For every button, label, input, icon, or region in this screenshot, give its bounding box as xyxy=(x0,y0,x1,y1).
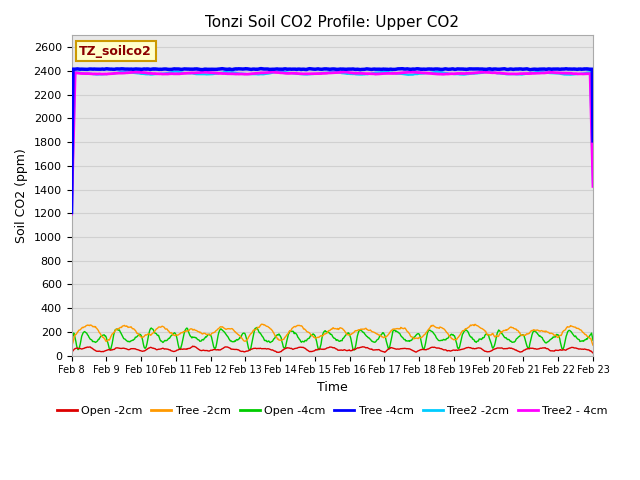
Legend: Open -2cm, Tree -2cm, Open -4cm, Tree -4cm, Tree2 -2cm, Tree2 - 4cm: Open -2cm, Tree -2cm, Open -4cm, Tree -4… xyxy=(52,402,612,420)
Text: TZ_soilco2: TZ_soilco2 xyxy=(79,45,152,58)
Y-axis label: Soil CO2 (ppm): Soil CO2 (ppm) xyxy=(15,148,28,243)
X-axis label: Time: Time xyxy=(317,381,348,394)
Title: Tonzi Soil CO2 Profile: Upper CO2: Tonzi Soil CO2 Profile: Upper CO2 xyxy=(205,15,460,30)
